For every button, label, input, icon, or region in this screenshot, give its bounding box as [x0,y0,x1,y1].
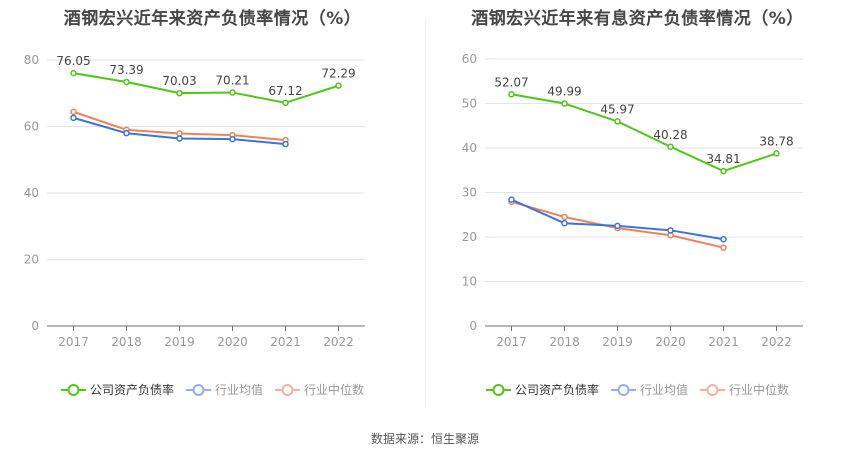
data-point[interactable] [282,140,289,148]
x-tick-label: 2019 [164,335,195,349]
data-label: 52.07 [494,75,528,89]
x-tick-label: 2017 [58,335,89,349]
y-tick-label: 0 [31,319,39,333]
legend-item-1[interactable]: 行业均值 [610,381,688,398]
y-tick-label: 40 [24,186,39,200]
data-point[interactable] [229,135,236,143]
legend-line-circle-icon [610,383,636,396]
data-source-note: 数据来源：恒生聚源 [370,432,479,446]
x-tick-label: 2019 [602,335,633,349]
data-point[interactable] [561,219,568,227]
data-point[interactable] [720,235,727,243]
data-label: 73.39 [109,63,143,77]
chart-title: 酒钢宏兴近年来资产负债率情况（%） [63,9,362,29]
legend-label: 行业均值 [639,383,688,397]
data-point[interactable] [123,129,130,137]
legend-line-circle-icon [700,383,725,396]
data-point[interactable] [123,78,130,86]
data-point[interactable] [508,196,515,203]
data-label: 70.03 [162,74,196,88]
data-label: 40.28 [653,128,687,142]
y-tick-label: 20 [462,230,477,244]
y-tick-label: 30 [462,186,477,200]
x-tick-label: 2022 [761,335,792,349]
data-point[interactable] [335,82,342,89]
x-tick-label: 2020 [217,335,248,349]
data-label: 34.81 [706,152,740,166]
x-tick-label: 2020 [655,335,686,349]
legend-label: 行业中位数 [304,383,365,397]
x-tick-label: 2021 [708,335,739,349]
legend-item-0[interactable]: 公司资产负债率 [60,381,174,398]
data-point[interactable] [70,108,77,116]
legend-line-circle-icon [60,383,86,396]
legend-line-circle-icon [275,383,300,396]
legend-item-2[interactable]: 行业中位数 [275,381,364,398]
data-point[interactable] [773,150,780,157]
x-tick-label: 2021 [270,335,301,349]
legend-line-circle-icon [185,383,211,396]
data-point[interactable] [282,99,289,107]
line-chart-interest-debt-ratio: 0 10 20 30 40 50 60 2017 2018 2019 2020 2021 2022 52.… [462,52,803,349]
series-line-0 [511,93,777,173]
chart-panel-interest-debt-ratio: 酒钢宏兴近年来有息资产负债率情况（%） 0 10 20 30 40 50 60 2017 201… [425,0,850,420]
y-tick-label: 40 [462,141,477,155]
legend-label: 公司资产负债率 [514,383,599,397]
y-tick-label: 50 [462,97,477,111]
data-label: 49.99 [547,85,581,99]
data-point[interactable] [561,100,568,107]
legend-line-circle-icon [485,383,511,396]
y-tick-label: 0 [469,319,477,333]
data-label: 45.97 [600,102,634,116]
chart-legend: 公司资产负债率 行业均值 行业中位数 [425,381,850,398]
series-line-1 [511,198,724,241]
legend-label: 行业中位数 [729,383,790,397]
data-point[interactable] [70,69,77,77]
y-tick-label: 60 [462,52,477,66]
data-point[interactable] [667,227,674,234]
data-point[interactable] [176,89,183,97]
data-point[interactable] [176,135,183,142]
data-label: 67.12 [268,84,302,98]
data-point[interactable] [667,143,674,151]
data-point[interactable] [561,213,568,221]
chart-legend: 公司资产负债率 行业均值 行业中位数 [0,381,425,398]
chart-title: 酒钢宏兴近年来有息资产负债率情况（%） [471,9,804,29]
x-tick-label: 2018 [111,335,142,349]
data-point[interactable] [70,114,77,122]
data-point[interactable] [508,91,515,98]
x-tick-label: 2018 [549,335,580,349]
legend-label: 行业均值 [214,383,263,397]
data-point[interactable] [720,167,727,175]
data-label: 76.05 [56,54,90,68]
legend-item-0[interactable]: 公司资产负债率 [485,381,599,398]
legend-label: 公司资产负债率 [89,383,174,397]
y-tick-label: 80 [24,53,39,67]
x-tick-label: 2022 [323,335,354,349]
y-tick-label: 60 [24,120,39,134]
data-point[interactable] [720,244,727,251]
x-tick-label: 2017 [496,335,527,349]
data-point[interactable] [614,222,621,230]
y-tick-label: 20 [24,253,39,267]
y-tick-label: 10 [462,275,477,289]
panel-divider [425,18,426,408]
series-line-0 [73,72,339,104]
data-label: 70.21 [215,74,249,88]
chart-panel-debt-ratio: 酒钢宏兴近年来资产负债率情况（%） 0 20 40 60 80 2017 2018 2019 2… [0,0,425,420]
data-point[interactable] [614,118,621,125]
data-point[interactable] [229,89,236,96]
legend-item-2[interactable]: 行业中位数 [700,381,789,398]
line-chart-debt-ratio: 0 20 40 60 80 2017 2018 2019 2020 2021 2022 76.05 73… [24,53,365,349]
legend-item-1[interactable]: 行业均值 [185,381,263,398]
data-label: 38.78 [759,134,793,148]
data-label: 72.29 [321,67,355,81]
